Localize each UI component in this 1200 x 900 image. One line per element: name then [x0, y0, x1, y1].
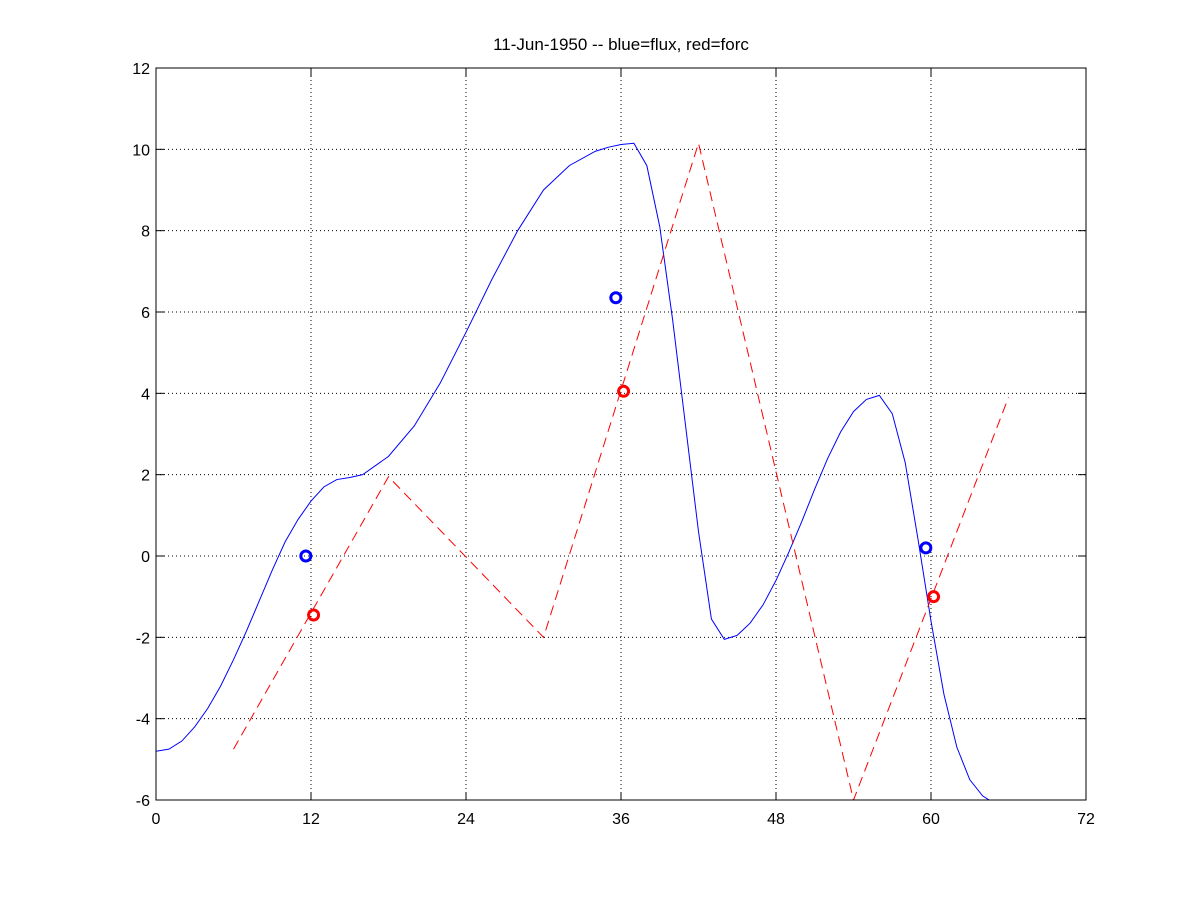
marker-red: [307, 608, 321, 622]
x-tick-label: 0: [152, 811, 161, 828]
y-tick-label: 8: [141, 224, 150, 241]
marker-group: [299, 291, 941, 622]
x-tick-label: 36: [612, 811, 630, 828]
x-tick-label: 12: [302, 811, 320, 828]
series-line-blue: [156, 142, 991, 800]
y-tick-label: 12: [132, 61, 150, 78]
x-tick-label: 24: [457, 811, 475, 828]
y-tick-label: 2: [141, 468, 150, 485]
y-tick-label: -6: [136, 793, 150, 810]
marker-blue: [609, 291, 623, 305]
y-tick-label: -2: [136, 630, 150, 647]
marker-red: [617, 384, 631, 398]
y-tick-label: 6: [141, 305, 150, 322]
chart-title: 11-Jun-1950 -- blue=flux, red=forc: [493, 35, 749, 54]
x-tick-label: 60: [922, 811, 940, 828]
x-tick-label: 72: [1077, 811, 1095, 828]
y-tick-label: 10: [132, 142, 150, 159]
series-line-red: [233, 141, 1009, 800]
y-tick-label: -4: [136, 712, 150, 729]
grid: [156, 68, 1086, 800]
marker-red: [927, 590, 941, 604]
marker-blue: [299, 549, 313, 563]
ticks: [155, 67, 1087, 801]
plot-area: [156, 68, 1086, 800]
marker-blue: [919, 541, 933, 555]
x-tick-label: 48: [767, 811, 785, 828]
y-tick-label: 0: [141, 549, 150, 566]
y-tick-label: 4: [141, 386, 150, 403]
series-group: [156, 141, 1009, 800]
